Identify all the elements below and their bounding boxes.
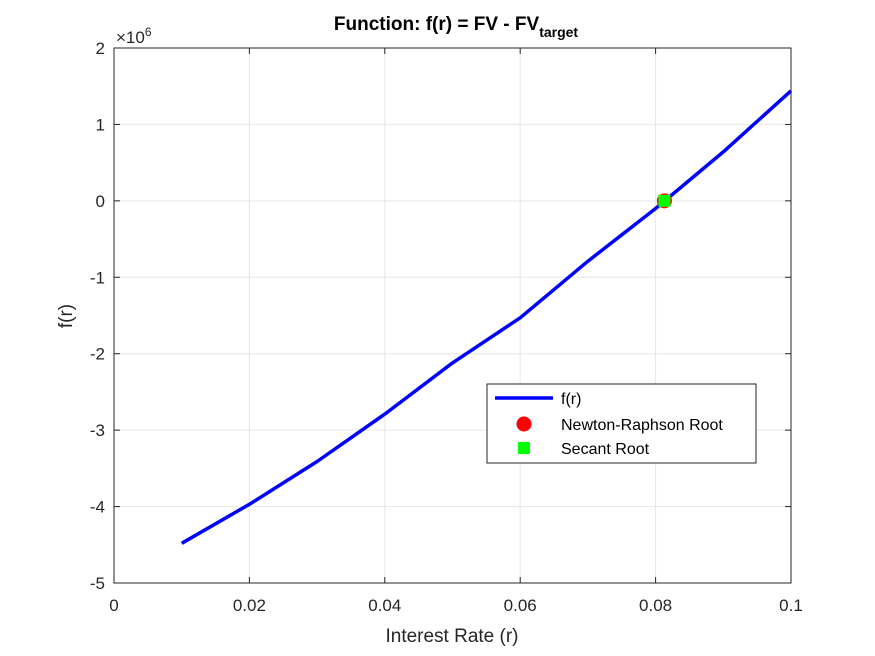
- y-exponent-base: ×10: [116, 28, 145, 47]
- series-line: [180, 89, 793, 545]
- chart-title: Function: f(r) = FV - FVtarget: [334, 14, 579, 40]
- x-tick-label: 0.06: [504, 596, 537, 615]
- legend-label-series: f(r): [561, 391, 581, 408]
- x-tick-labels: 0 0.02 0.04 0.06 0.08 0.1: [109, 596, 803, 615]
- y-tick-label: -5: [90, 574, 105, 593]
- x-tick-label: 0: [109, 596, 118, 615]
- y-tick-label: 0: [96, 192, 105, 211]
- legend-label-secant: Secant Root: [561, 441, 650, 458]
- series-layer: [180, 89, 793, 545]
- y-exponent-power: 6: [145, 25, 152, 39]
- legend-label-newton: Newton-Raphson Root: [561, 417, 723, 434]
- y-tick-label: 2: [96, 39, 105, 58]
- chart-title-subscript: target: [539, 24, 578, 40]
- markers-layer: [656, 193, 672, 209]
- y-tick-label: -2: [90, 345, 105, 364]
- x-tick-label: 0.02: [233, 596, 266, 615]
- x-tick-label: 0.04: [368, 596, 401, 615]
- ticks: [113, 47, 792, 584]
- axes-box: [113, 47, 792, 584]
- legend: f(r) Newton-Raphson Root Secant Root: [486, 383, 757, 464]
- x-tick-label: 0.1: [779, 596, 803, 615]
- secant-root-marker: [658, 194, 671, 207]
- y-tick-label: 1: [96, 115, 105, 134]
- legend-swatch-newton: [516, 416, 532, 432]
- x-axis-label: Interest Rate (r): [385, 626, 518, 647]
- plot-area: [114, 48, 791, 583]
- y-axis-label: f(r): [56, 304, 77, 328]
- y-tick-label: -4: [90, 498, 105, 517]
- x-tick-label: 0.08: [639, 596, 672, 615]
- y-tick-label: -1: [90, 268, 105, 287]
- y-exponent: ×106: [116, 25, 152, 47]
- legend-swatch-secant: [518, 442, 530, 454]
- y-tick-label: -3: [90, 421, 105, 440]
- chart-title-main: Function: f(r) = FV - FV: [334, 14, 540, 35]
- y-tick-labels: -5 -4 -3 -2 -1 0 1 2: [90, 39, 105, 593]
